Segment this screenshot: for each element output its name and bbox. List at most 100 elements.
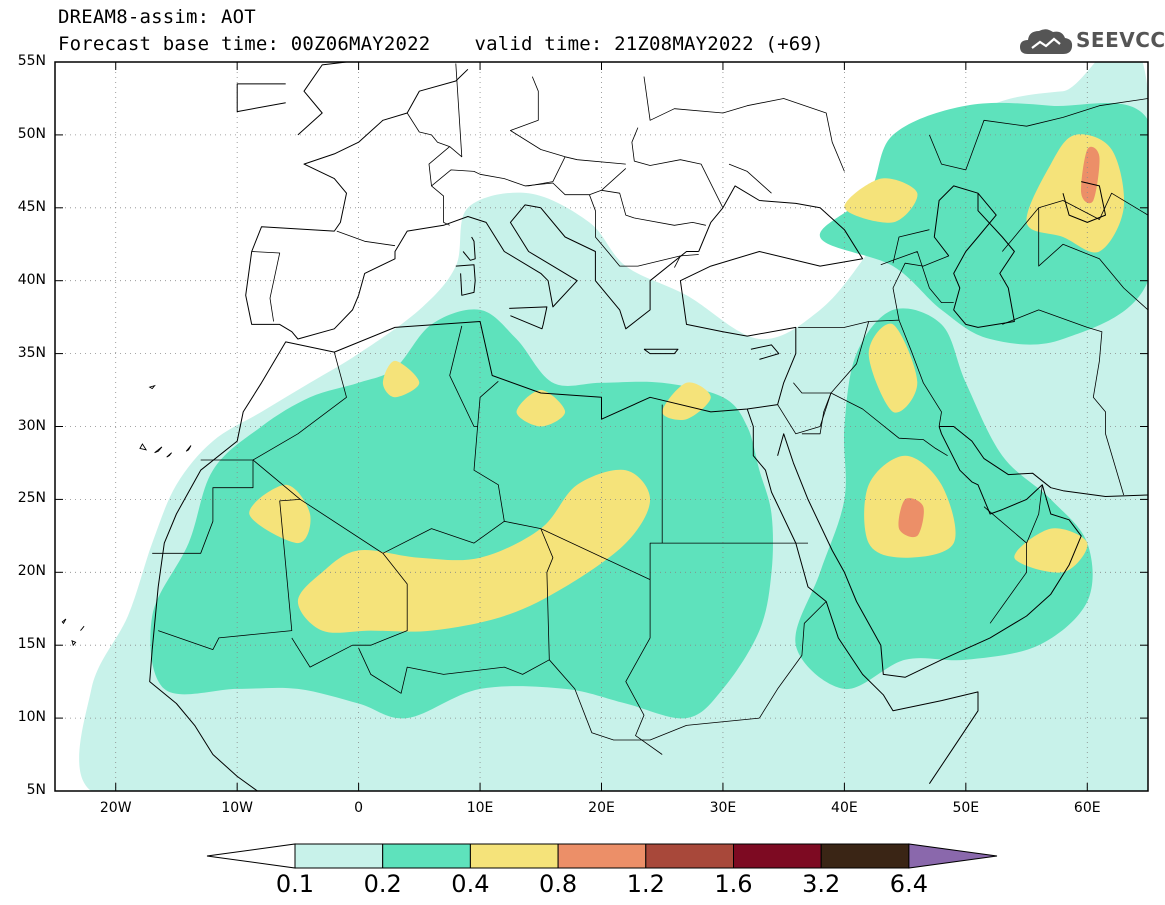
coastline xyxy=(643,348,679,355)
country-border xyxy=(449,325,478,427)
valid-time: valid time: 21Z08MAY2022 (+69) xyxy=(474,33,824,55)
country-border xyxy=(983,506,1027,624)
map-title: DREAM8-assim: AOT xyxy=(58,6,256,28)
island xyxy=(61,618,67,625)
coastline xyxy=(149,649,259,791)
country-border xyxy=(589,194,699,267)
grid-lines xyxy=(55,62,1148,791)
aot-l3-area xyxy=(844,178,918,223)
colorbar-level-label: 0.8 xyxy=(539,870,578,898)
colorbar-level-label: 1.6 xyxy=(714,870,753,898)
coastline xyxy=(933,185,1015,328)
country-border xyxy=(291,499,408,668)
lon-label: 20W xyxy=(99,800,132,816)
coastline xyxy=(455,264,476,296)
colorbar-level-label: 6.4 xyxy=(889,870,928,898)
coastline xyxy=(939,426,1148,497)
country-border xyxy=(252,351,347,461)
map-subtitle: Forecast base time: 00Z06MAY2022 valid ti… xyxy=(58,33,824,55)
colorbar-segment xyxy=(382,843,471,869)
country-border xyxy=(643,76,845,172)
coastline xyxy=(236,83,286,113)
aot-l3-area xyxy=(516,390,566,427)
coastline xyxy=(462,236,476,261)
country-border xyxy=(759,601,827,719)
aot-l4-area xyxy=(898,498,924,538)
country-border xyxy=(1002,309,1125,496)
country-border xyxy=(880,251,954,303)
country-border xyxy=(830,392,948,457)
island xyxy=(80,625,85,631)
colorbar-level-label: 1.2 xyxy=(626,870,665,898)
lon-label: 60E xyxy=(1073,800,1101,816)
country-border xyxy=(540,404,663,580)
island xyxy=(154,446,163,454)
lon-label: 0 xyxy=(354,800,364,816)
lat-label: 20N xyxy=(17,563,46,580)
colorbar-low-arrow xyxy=(206,843,296,869)
coastline xyxy=(245,68,699,340)
country-border xyxy=(1038,192,1148,220)
colorbar-level-label: 0.2 xyxy=(363,870,402,898)
country-border xyxy=(801,392,832,435)
country-border xyxy=(634,217,706,226)
colorbar-segment xyxy=(645,843,734,869)
country-borders xyxy=(152,63,1148,755)
aot-l3-area xyxy=(662,382,711,420)
colorbar-level-label: 3.2 xyxy=(802,870,841,898)
country-border xyxy=(473,380,505,522)
colorbar-level-label: 0.1 xyxy=(275,870,315,898)
country-border xyxy=(251,251,281,322)
lat-label: 55N xyxy=(17,53,46,69)
forecast-base-time: Forecast base time: 00Z06MAY2022 xyxy=(58,33,431,55)
country-border xyxy=(510,76,626,165)
country-border xyxy=(793,382,831,394)
island xyxy=(71,640,77,647)
coastline xyxy=(750,344,780,360)
aot-l3-area xyxy=(297,469,651,633)
coastline xyxy=(1062,181,1106,223)
country-border xyxy=(1026,484,1043,544)
country-border xyxy=(892,255,949,321)
country-border xyxy=(674,255,681,268)
colorbar-high-arrow xyxy=(908,843,998,869)
country-border xyxy=(625,579,663,755)
axis-ticks xyxy=(55,61,1148,792)
colorbar-segment xyxy=(294,843,384,869)
lat-label: 35N xyxy=(17,344,46,361)
lon-label: 50E xyxy=(952,800,980,816)
country-border xyxy=(406,112,451,186)
lat-label: 25N xyxy=(17,490,46,507)
colorbar-segment xyxy=(820,843,910,869)
colorbar-segment xyxy=(733,843,822,869)
colorbar-segment xyxy=(557,843,647,869)
colorbar-level-label: 0.4 xyxy=(451,870,490,898)
aot-l3-area xyxy=(868,323,918,413)
lat-label: 5N xyxy=(26,782,46,798)
lat-label: 45N xyxy=(17,198,46,215)
coastline xyxy=(777,426,1082,678)
country-border xyxy=(929,98,1148,171)
coastline xyxy=(746,408,979,784)
logo-text: SEEVCCC xyxy=(1076,28,1165,52)
country-border xyxy=(798,321,869,328)
island xyxy=(185,445,192,452)
country-border xyxy=(892,229,930,264)
cloud-icon xyxy=(1020,29,1073,54)
island xyxy=(139,443,148,451)
coastline xyxy=(509,306,548,330)
lon-label: 30E xyxy=(709,800,737,816)
island xyxy=(166,452,172,458)
country-border xyxy=(728,163,772,194)
seevccc-logo: SEEVCCC xyxy=(1018,24,1165,58)
aot-field xyxy=(79,62,1148,791)
country-border xyxy=(336,230,396,247)
lon-label: 10W xyxy=(221,800,253,816)
lon-label: 10E xyxy=(466,800,494,816)
aot-l3-area xyxy=(382,360,420,398)
lon-label: 20E xyxy=(588,800,615,816)
country-border xyxy=(631,127,724,208)
lat-label: 15N xyxy=(17,636,46,653)
aot-l3-area xyxy=(1026,134,1125,253)
